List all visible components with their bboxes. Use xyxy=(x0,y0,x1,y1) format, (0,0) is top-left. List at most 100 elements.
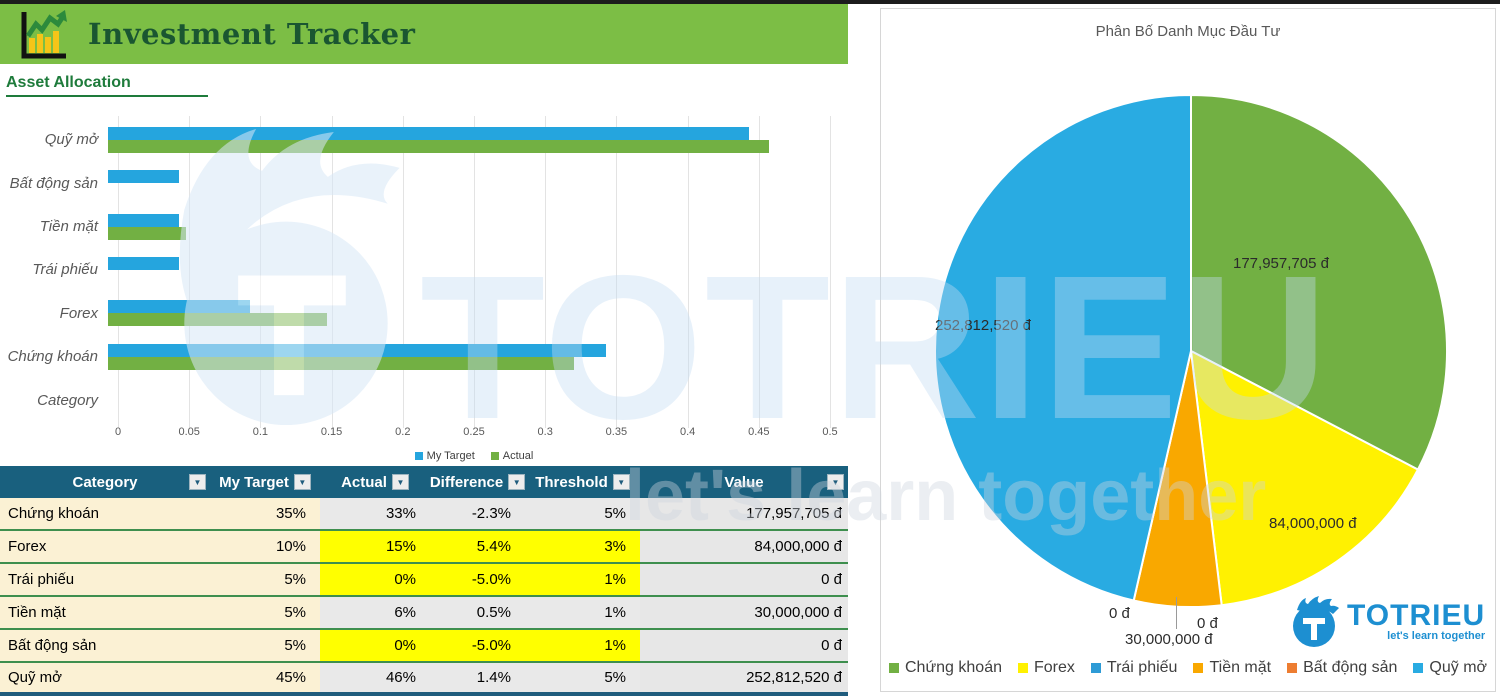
cell-actual[interactable]: 6% xyxy=(320,597,430,628)
logo-tagline-text: let's learn together xyxy=(1387,630,1486,642)
cell-category[interactable]: Bất động sản xyxy=(0,630,210,661)
cell-my-target[interactable]: 10% xyxy=(210,531,320,562)
cell-value[interactable]: 177,957,705 đ xyxy=(640,498,848,529)
my-target-bar xyxy=(108,300,251,314)
cell-actual[interactable]: 0% xyxy=(320,564,430,595)
cell-difference[interactable]: -2.3% xyxy=(430,498,525,529)
bar-chart-gridline xyxy=(474,116,475,428)
cell-threshold[interactable]: 5% xyxy=(525,663,640,692)
pie-label-leader-line xyxy=(1176,597,1177,629)
bar-pair xyxy=(108,126,830,153)
app-title: Investment Tracker xyxy=(88,17,416,51)
cell-difference[interactable]: 1.4% xyxy=(430,663,525,692)
column-header-my-target: My Target ▼ xyxy=(210,466,320,498)
actual-bar xyxy=(108,356,574,370)
filter-dropdown-button[interactable]: ▼ xyxy=(612,474,630,490)
legend-swatch xyxy=(414,452,423,460)
filter-dropdown-button[interactable]: ▼ xyxy=(827,474,844,490)
logo-brand-text: TOTRIEU xyxy=(1347,599,1486,632)
cell-my-target[interactable]: 5% xyxy=(210,564,320,595)
x-axis-tick-label: 0.25 xyxy=(463,426,485,438)
pie-legend-swatch xyxy=(888,663,899,673)
pie-data-label: 84,000,000 đ xyxy=(1269,515,1357,532)
cell-category[interactable]: Forex xyxy=(0,531,210,562)
header-banner: Investment Tracker xyxy=(0,4,848,64)
cell-value[interactable]: 84,000,000 đ xyxy=(640,531,848,562)
legend-item: My Target xyxy=(414,450,475,462)
cell-category[interactable]: Chứng khoán xyxy=(0,498,210,529)
cell-value[interactable]: 0 đ xyxy=(640,630,848,661)
table-body: Chứng khoán 35% 33% -2.3% 5% 177,957,705 đ For… xyxy=(0,498,848,696)
pie-legend-swatch xyxy=(1287,663,1298,673)
pie-chart-title: Phân Bố Danh Mục Đầu Tư xyxy=(1095,23,1281,40)
cell-value[interactable]: 252,812,520 đ xyxy=(640,663,848,692)
pie-legend-label: Trái phiếu xyxy=(1106,659,1178,676)
cell-category[interactable]: Trái phiếu xyxy=(0,564,210,595)
bar-pair xyxy=(108,300,830,327)
column-header-label: Difference xyxy=(429,473,504,491)
cell-value[interactable]: 30,000,000 đ xyxy=(640,597,848,628)
cell-category[interactable]: Quỹ mở xyxy=(0,663,210,692)
cell-actual[interactable]: 0% xyxy=(320,630,430,661)
x-axis-tick-label: 0.05 xyxy=(178,426,200,438)
pie-data-label: 0 đ xyxy=(1109,605,1130,622)
pie-data-label: 30,000,000 đ xyxy=(1125,631,1213,648)
pie-legend-item: Chứng khoán xyxy=(888,659,1002,677)
bar-pair xyxy=(108,343,830,370)
pie-legend-label: Forex xyxy=(1033,659,1075,676)
cell-my-target[interactable]: 45% xyxy=(210,663,320,692)
cell-difference[interactable]: 0.5% xyxy=(430,597,525,628)
cell-actual[interactable]: 33% xyxy=(320,498,430,529)
bar-chart-category-row: Bất động sản xyxy=(0,161,830,204)
cell-threshold[interactable]: 3% xyxy=(525,531,640,562)
my-target-bar xyxy=(108,256,180,270)
pie-chart-panel: Phân Bố Danh Mục Đầu Tư 177,957,705 đ 84,… xyxy=(880,8,1496,692)
cell-my-target[interactable]: 5% xyxy=(210,630,320,661)
pie-data-label: 177,957,705 đ xyxy=(1233,255,1329,272)
cell-difference[interactable]: -5.0% xyxy=(430,564,525,595)
bar-chart-gridline xyxy=(402,116,404,428)
cell-value[interactable]: 0 đ xyxy=(640,564,848,595)
cell-threshold[interactable]: 1% xyxy=(525,564,640,595)
table-row: Bất động sản 5% 0% -5.0% 1% 0 đ xyxy=(0,630,848,663)
cell-difference[interactable]: 5.4% xyxy=(430,531,525,562)
filter-dropdown-button[interactable]: ▼ xyxy=(508,474,526,490)
bar-category-label: Forex xyxy=(59,304,98,322)
pie-legend-swatch xyxy=(1090,663,1101,673)
table-row: Forex 10% 15% 5.4% 3% 84,000,000 đ xyxy=(0,531,848,564)
column-header-label: Actual xyxy=(341,473,387,491)
cell-my-target[interactable]: 35% xyxy=(210,498,320,529)
filter-dropdown-button[interactable]: ▼ xyxy=(391,474,409,490)
cell-actual[interactable]: 46% xyxy=(320,663,430,692)
legend-label: My Target xyxy=(426,450,475,462)
column-header-actual: Actual ▼ xyxy=(320,466,430,498)
filter-dropdown-button[interactable]: ▼ xyxy=(293,474,311,490)
x-axis-tick-label: 0.2 xyxy=(395,426,411,438)
table-row: Quỹ mở 45% 46% 1.4% 5% 252,812,520 đ xyxy=(0,663,848,696)
x-axis-tick-label: 0.5 xyxy=(822,426,838,438)
cell-threshold[interactable]: 5% xyxy=(525,498,640,529)
actual-bar xyxy=(108,313,328,327)
bar-chart-category-row: Forex xyxy=(0,292,830,335)
my-target-bar xyxy=(108,170,180,184)
bar-chart-gridline xyxy=(758,116,760,428)
cell-my-target[interactable]: 5% xyxy=(210,597,320,628)
column-header-value: Value ▼ xyxy=(640,466,848,498)
legend-swatch xyxy=(490,452,499,460)
cell-actual[interactable]: 15% xyxy=(320,531,430,562)
pie-legend-item: Quỹ mở xyxy=(1413,659,1487,677)
cell-threshold[interactable]: 1% xyxy=(525,630,640,661)
cell-threshold[interactable]: 1% xyxy=(525,597,640,628)
pie-slice-Quỹ mở xyxy=(934,93,1192,602)
bar-chart-category-row: Quỹ mở xyxy=(0,118,830,161)
pie-legend-label: Bất động sản xyxy=(1303,659,1398,676)
filter-dropdown-button[interactable]: ▼ xyxy=(189,474,206,490)
bar-category-label: Bất động sản xyxy=(9,174,98,192)
x-axis-tick-label: 0 xyxy=(114,426,122,438)
actual-bar xyxy=(108,139,769,153)
bar-chart-category-row: Category xyxy=(0,379,830,422)
cell-difference[interactable]: -5.0% xyxy=(430,630,525,661)
bar-chart-gridline xyxy=(687,116,689,428)
table-row: Tiền mặt 5% 6% 0.5% 1% 30,000,000 đ xyxy=(0,597,848,630)
cell-category[interactable]: Tiền mặt xyxy=(0,597,210,628)
